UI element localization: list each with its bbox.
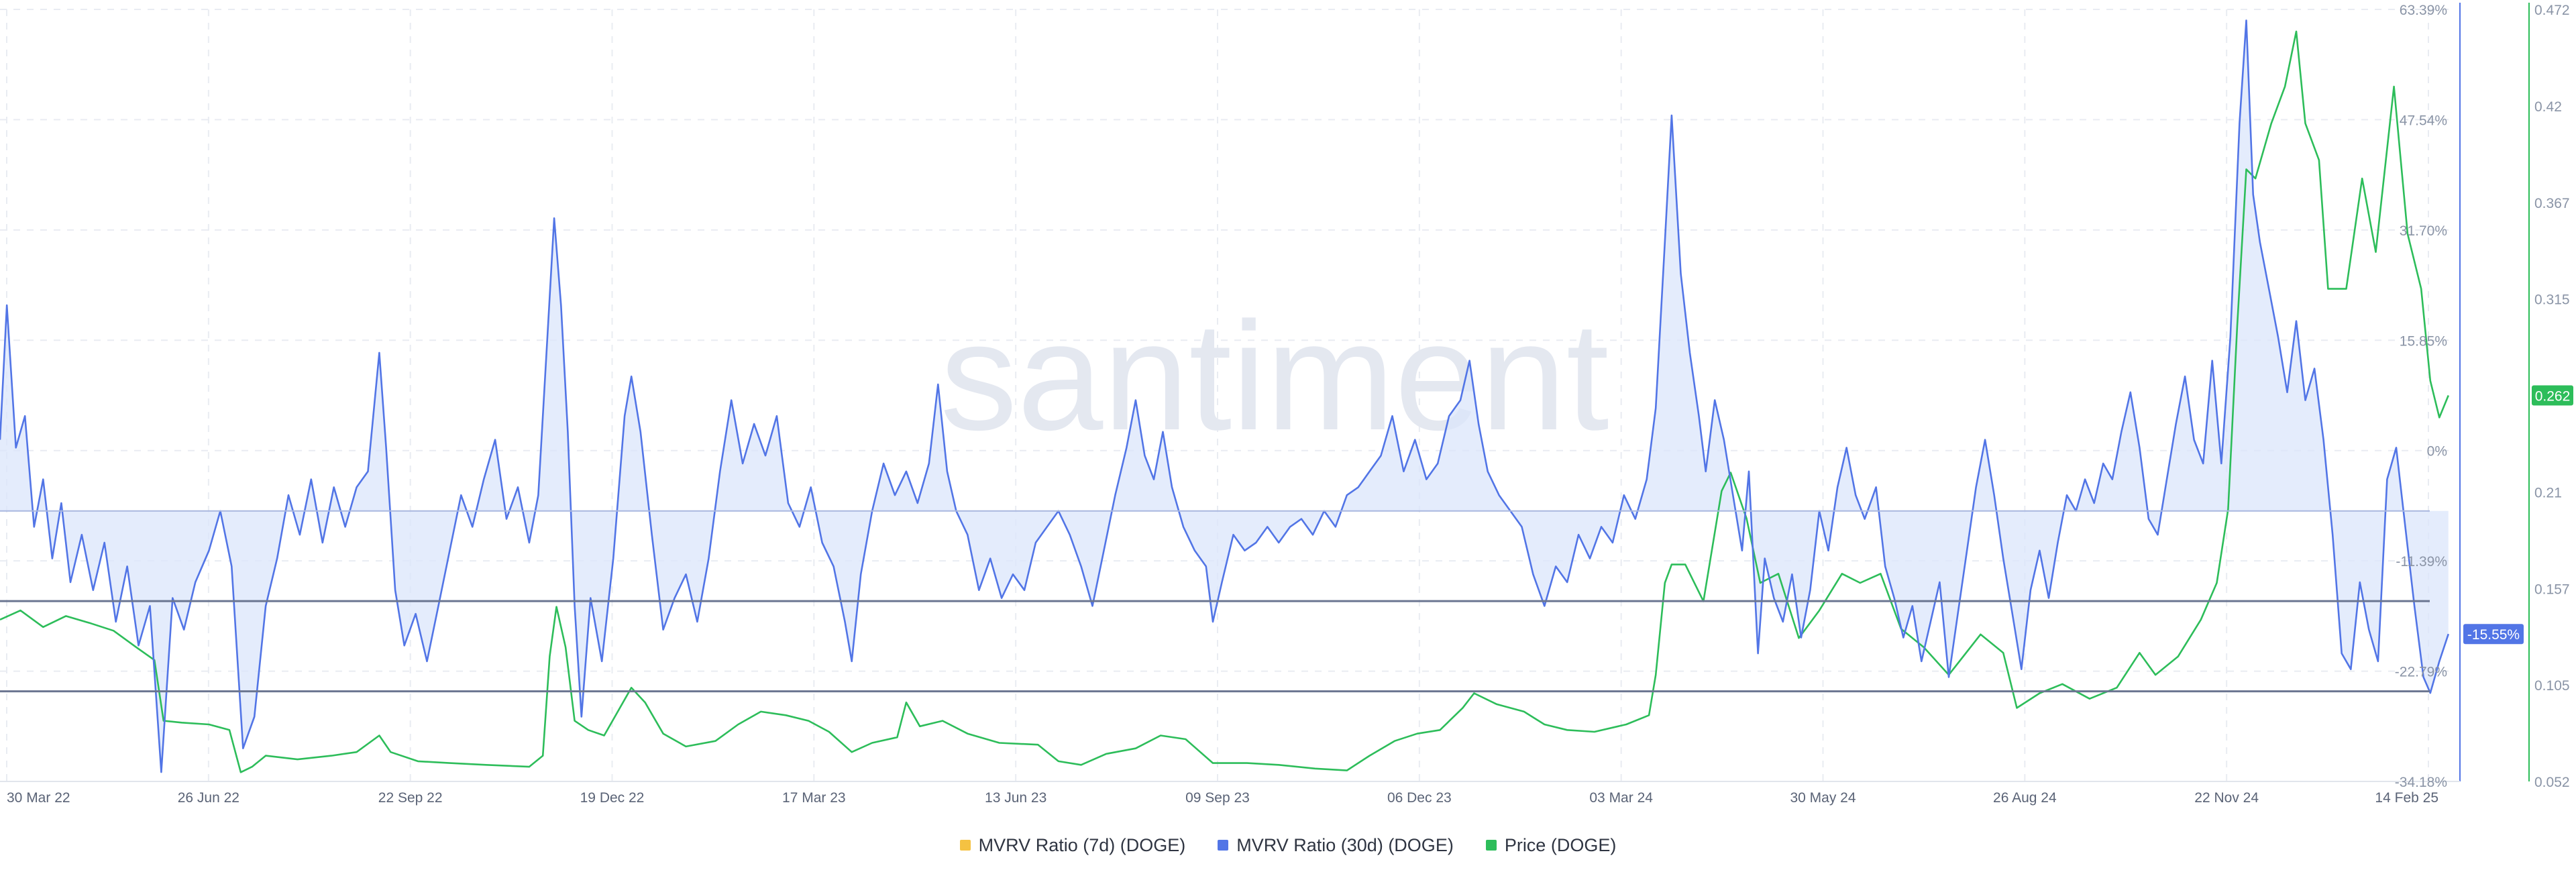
right-tick-label: 0.105 bbox=[2534, 678, 2570, 694]
left-axis-labels: 63.39% 47.54% 31.70% 15.85% 0% -11.39% -22.79%… bbox=[2395, 3, 2447, 790]
x-axis-labels: 30 Mar 22 26 Jun 22 22 Sep 22 19 Dec 22 17 M… bbox=[7, 790, 2438, 806]
x-tick-label: 22 Sep 22 bbox=[378, 790, 443, 806]
right-tick-label: 0.21 bbox=[2534, 485, 2562, 500]
legend-label: Price (DOGE) bbox=[1504, 834, 1617, 855]
santiment-watermark: santiment bbox=[940, 290, 1609, 462]
current-value-badges: -15.55% 0.262 bbox=[2463, 385, 2573, 645]
legend-label: MVRV Ratio (7d) (DOGE) bbox=[978, 834, 1186, 855]
x-tick-label: 17 Mar 23 bbox=[782, 790, 846, 806]
right-tick-label: 0.052 bbox=[2534, 775, 2570, 790]
legend-swatch bbox=[959, 840, 971, 851]
x-tick-label: 19 Dec 22 bbox=[580, 790, 645, 806]
left-tick-label: 0% bbox=[2427, 444, 2447, 459]
right-tick-label: 0.42 bbox=[2534, 99, 2562, 115]
legend-label: MVRV Ratio (30d) (DOGE) bbox=[1236, 834, 1454, 855]
legend-swatch bbox=[1218, 840, 1229, 851]
left-tick-label: 47.54% bbox=[2400, 113, 2447, 128]
x-tick-label: 26 Aug 24 bbox=[1993, 790, 2057, 806]
legend-item[interactable]: Price (DOGE) bbox=[1485, 834, 1617, 856]
left-tick-label: -22.79% bbox=[2395, 665, 2447, 680]
right-tick-label: 0.472 bbox=[2534, 3, 2570, 18]
legend-swatch bbox=[1485, 840, 1497, 851]
mvrv-current-value: -15.55% bbox=[2467, 627, 2520, 643]
x-tick-label: 30 Mar 22 bbox=[7, 790, 70, 806]
right-tick-label: 0.367 bbox=[2534, 196, 2570, 211]
x-tick-label: 09 Sep 23 bbox=[1185, 790, 1250, 806]
x-tick-label: 22 Nov 24 bbox=[2194, 790, 2259, 806]
right-tick-label: 0.315 bbox=[2534, 292, 2570, 308]
left-tick-label: 31.70% bbox=[2400, 223, 2447, 239]
mvrv-current-badge bbox=[2463, 624, 2524, 645]
x-tick-label: 13 Jun 23 bbox=[985, 790, 1046, 806]
x-tick-label: 26 Jun 22 bbox=[178, 790, 239, 806]
axes bbox=[0, 3, 2530, 782]
price-current-value: 0.262 bbox=[2535, 389, 2571, 404]
legend-item[interactable]: MVRV Ratio (30d) (DOGE) bbox=[1218, 835, 1454, 856]
price-current-badge bbox=[2532, 385, 2573, 406]
price-doge-line bbox=[0, 30, 2450, 773]
chart-legend: MVRV Ratio (7d) (DOGE) MVRV Ratio (30d) (… bbox=[0, 830, 2576, 860]
left-tick-label: -11.39% bbox=[2396, 554, 2447, 569]
x-tick-label: 14 Feb 25 bbox=[2375, 790, 2438, 806]
left-tick-label: 15.85% bbox=[2400, 333, 2447, 349]
mvrv-30d-line bbox=[0, 19, 2450, 773]
right-tick-label: 0.157 bbox=[2534, 582, 2570, 597]
reference-lines bbox=[0, 510, 2430, 693]
x-tick-label: 03 Mar 24 bbox=[1589, 790, 1653, 806]
x-tick-label: 30 May 24 bbox=[1790, 790, 1856, 806]
left-tick-label: -34.18% bbox=[2395, 775, 2447, 790]
left-tick-label: 63.39% bbox=[2400, 3, 2447, 18]
mvrv-30d-area bbox=[0, 20, 2449, 773]
series-layer bbox=[0, 19, 2450, 773]
legend-item[interactable]: MVRV Ratio (7d) (DOGE) bbox=[959, 834, 1186, 856]
x-tick-label: 06 Dec 23 bbox=[1387, 790, 1452, 806]
